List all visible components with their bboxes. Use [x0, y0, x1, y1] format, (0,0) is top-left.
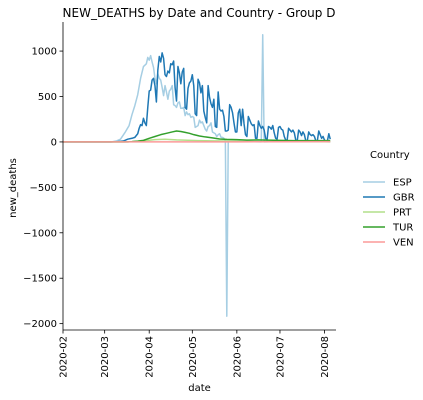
y-axis-label: new_deaths	[8, 158, 19, 218]
y-tick-label: −500	[30, 183, 57, 194]
legend-label-esp: ESP	[393, 178, 412, 189]
legend-label-gbr: GBR	[393, 193, 415, 204]
x-tick-label: 2020-07	[275, 336, 286, 378]
series-line-esp	[63, 34, 331, 317]
legend-title: Country	[370, 150, 410, 161]
legend: Country ESP GBR PRT TUR VEN	[363, 150, 415, 249]
legend-label-ven: VEN	[393, 238, 414, 249]
y-tick-label: 1000	[32, 47, 57, 58]
x-tick-label: 2020-04	[145, 336, 156, 378]
x-tick-label: 2020-03	[100, 336, 111, 378]
y-tick-label: 500	[38, 92, 57, 103]
series-lines	[62, 34, 331, 317]
axes: −2000 −1500 −1000 −500 0 500 1000 2020-02 2020-0…	[8, 22, 336, 394]
x-axis-label: date	[188, 383, 211, 394]
y-tick-label: −1000	[23, 228, 57, 239]
y-tick-label: −1500	[23, 274, 57, 285]
series-line-gbr	[62, 52, 331, 143]
x-tick-label: 2020-05	[188, 336, 199, 378]
x-tick-label: 2020-08	[320, 336, 331, 378]
y-tick-label: 0	[51, 137, 57, 148]
series-line-tur	[63, 130, 331, 143]
legend-label-prt: PRT	[393, 208, 412, 219]
chart-title: NEW_DEATHS by Date and Country - Group D	[63, 6, 336, 20]
x-tick-label: 2020-06	[232, 336, 243, 378]
y-tick-label: −2000	[23, 319, 57, 330]
legend-label-tur: TUR	[392, 223, 413, 234]
x-tick-label: 2020-02	[59, 336, 70, 378]
